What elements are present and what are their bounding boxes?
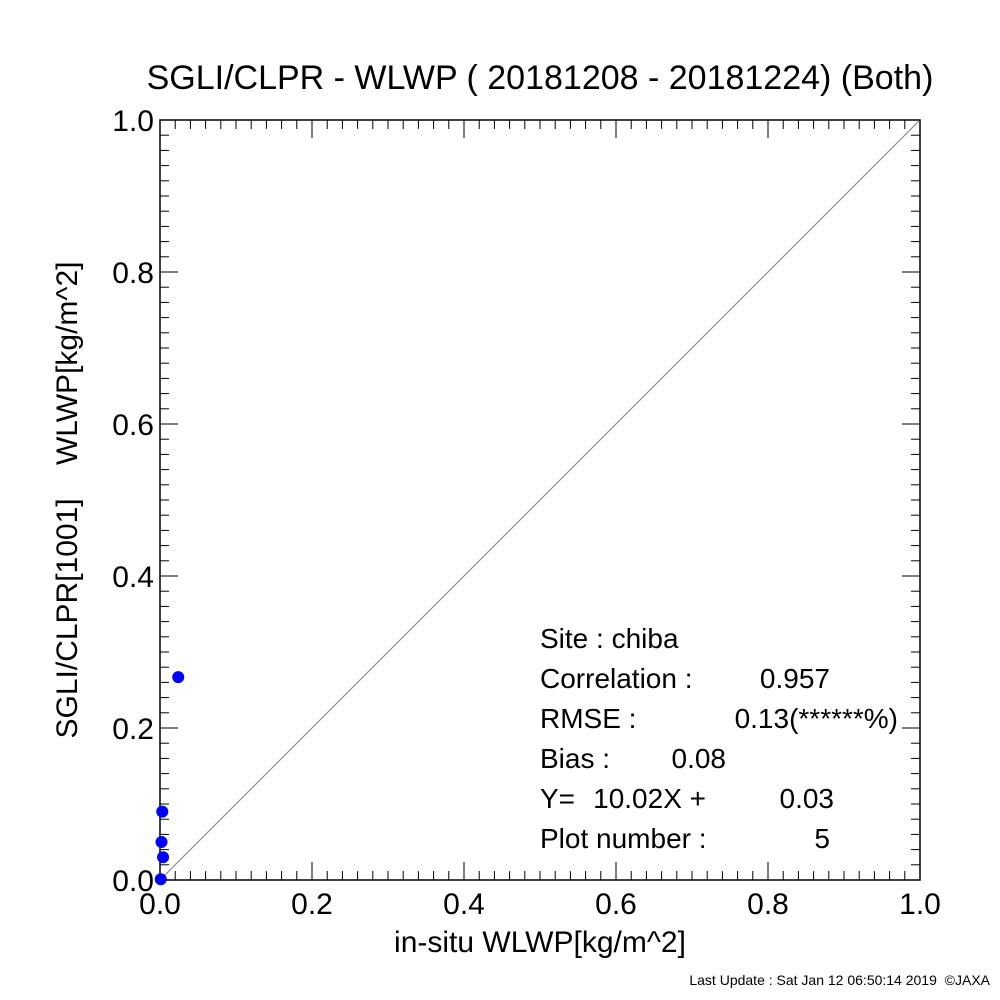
y-tick-label: 0.6 [112,409,154,442]
x-axis-label: in-situ WLWP[kg/m^2] [394,926,686,959]
footer-text: Last Update : Sat Jan 12 06:50:14 2019 ©… [689,972,990,988]
minor-ticks [160,120,920,880]
rmse-value: 0.13(******%) [735,703,898,734]
y-tick-label: 0.2 [112,713,154,746]
plot-number-value: 5 [814,823,830,854]
x-tick-label: 0.4 [443,888,485,921]
rmse-label: RMSE : [540,703,636,734]
x-tick-label: 0.6 [595,888,637,921]
x-tick-labels: 0.0 0.2 0.4 0.6 0.8 1.0 [139,888,941,921]
data-points [154,671,185,886]
identity-line [159,119,921,881]
data-point [155,836,168,848]
y-tick-label: 0.0 [112,865,154,898]
y-tick-label: 1.0 [112,105,154,138]
x-tick-label: 0.0 [139,888,181,921]
major-ticks [159,119,921,881]
bias-label: Bias : [540,743,610,774]
y-tick-labels: 0.0 0.2 0.4 0.6 0.8 1.0 [112,105,154,898]
x-tick-label: 1.0 [899,888,941,921]
data-point [156,805,169,818]
correlation-value: 0.957 [760,663,830,694]
plot-number-label: Plot number : [540,823,707,854]
statistics-box: Site : chiba Correlation : 0.957 RMSE : … [540,623,898,854]
regression-slope: 10.02X + [593,783,706,814]
data-point [154,873,167,886]
x-tick-label: 0.8 [747,888,789,921]
regression-prefix: Y= [540,783,575,814]
correlation-label: Correlation : [540,663,693,694]
y-axis-label: SGLI/CLPR[1001] WLWP[kg/m^2] [51,261,84,738]
data-point [157,851,170,864]
x-tick-label: 0.2 [291,888,333,921]
y-tick-label: 0.4 [112,561,154,594]
y-tick-label: 0.8 [112,257,154,290]
bias-value: 0.08 [672,743,727,774]
data-point [172,671,185,684]
regression-intercept: 0.03 [780,783,835,814]
site-text: Site : chiba [540,623,679,654]
chart-title: SGLI/CLPR - WLWP ( 20181208 - 20181224) … [147,59,934,97]
